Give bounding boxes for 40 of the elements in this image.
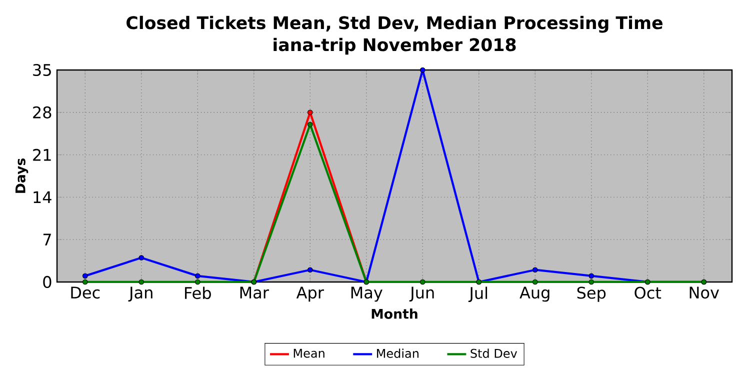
legend-label: Median <box>377 348 418 358</box>
x-tick-label: May <box>351 286 382 302</box>
x-tick-label: Mar <box>240 286 269 299</box>
y-tick-label: 21 <box>33 148 51 161</box>
x-axis-title: Month <box>372 308 418 319</box>
y-tick-label: 7 <box>43 234 51 246</box>
x-tick-label: Feb <box>185 286 211 300</box>
point <box>138 255 144 260</box>
x-tick-label: Aug <box>520 286 550 302</box>
y-tick-label: 28 <box>33 106 52 118</box>
x-tick-label: Apr <box>296 286 324 302</box>
chart-title: Closed Tickets Mean, Std Dev, Median Processing Time <box>126 16 662 33</box>
x-tick-label: Jul <box>468 286 488 302</box>
point <box>307 267 313 273</box>
point <box>420 67 426 73</box>
x-tick-label: Dec <box>71 286 100 299</box>
point <box>307 110 313 116</box>
point <box>588 279 594 285</box>
y-tick-label: 35 <box>33 64 51 76</box>
point <box>194 273 200 279</box>
y-axis-title: Days <box>16 158 28 193</box>
point <box>420 279 426 285</box>
x-tick-label: Jun <box>409 286 434 302</box>
point <box>82 279 88 285</box>
point <box>82 273 88 279</box>
point <box>194 279 200 285</box>
x-tick-label: Nov <box>690 286 720 299</box>
x-tick-label: Oct <box>634 286 662 299</box>
y-tick-label: 14 <box>34 191 52 204</box>
point <box>307 122 313 128</box>
x-tick-label: Jan <box>128 286 152 302</box>
legend-label: Mean <box>294 348 324 358</box>
y-tick-label: 0 <box>43 276 52 288</box>
point <box>138 279 144 285</box>
chart-subtitle: iana-trip November 2018 <box>274 38 516 55</box>
point <box>588 273 594 279</box>
x-tick-label: Sep <box>577 286 606 302</box>
legend-label: Std Dev <box>470 348 518 358</box>
point <box>532 267 538 273</box>
point <box>532 279 538 285</box>
